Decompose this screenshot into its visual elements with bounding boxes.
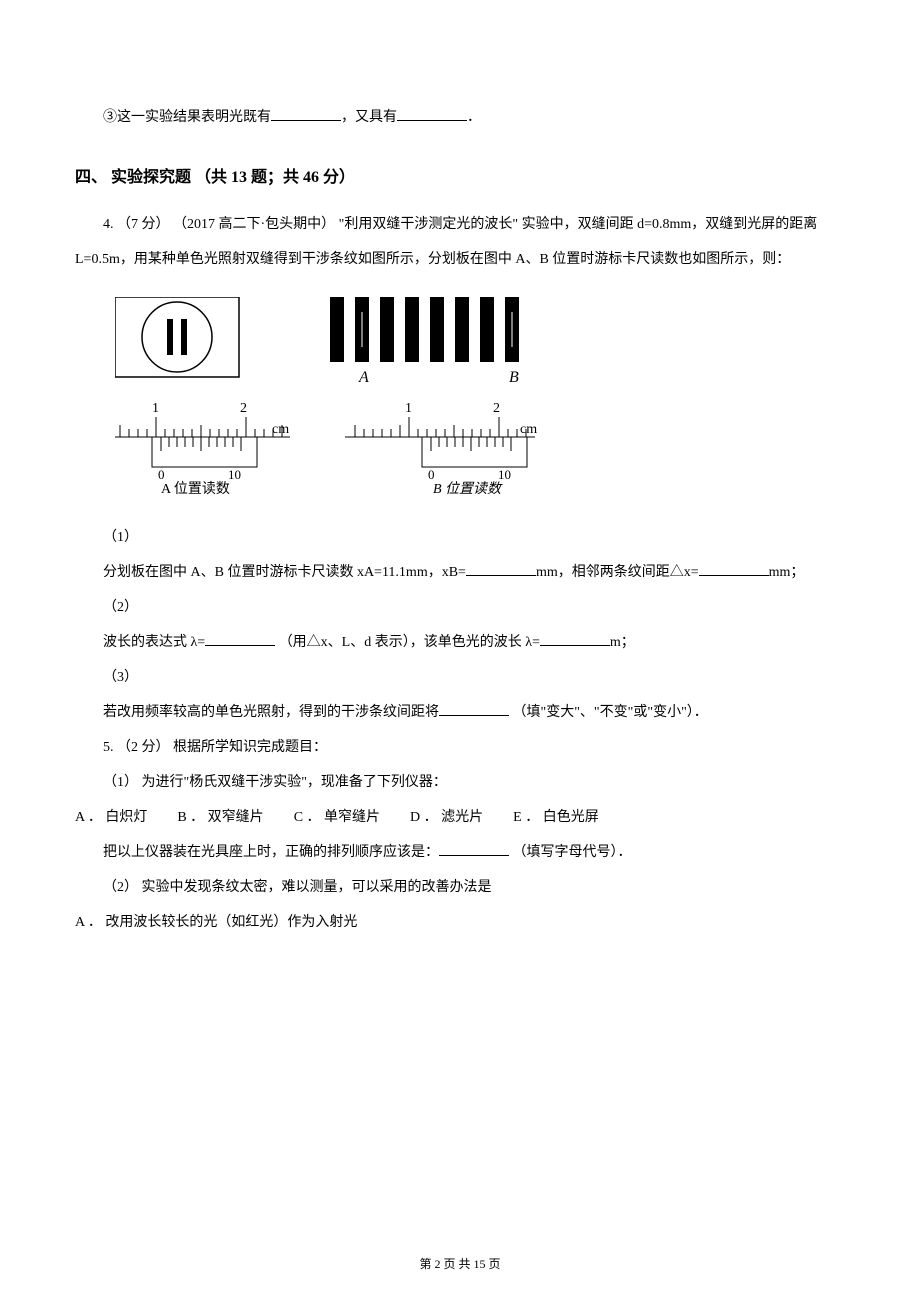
blank-field — [271, 104, 341, 121]
ruler-A-svg: 1 2 — [115, 397, 310, 495]
q5-sub2-label: （2） 实验中发现条纹太密，难以测量，可以采用的改善办法是 — [75, 870, 845, 905]
unit-cm: cm — [272, 422, 289, 437]
unit-cm: cm — [520, 422, 537, 437]
ruler-num-2: 2 — [493, 401, 500, 416]
q4-sub3-label: （3） — [75, 660, 845, 695]
blank-field — [540, 629, 610, 646]
vernier-0: 0 — [158, 467, 165, 482]
q5-options: A ． 白炽灯 B ． 双窄缝片 C ． 单窄缝片 D ． 滤光片 E ． 白色… — [75, 800, 845, 835]
text-mid: （用△x、L、d 表示），该单色光的波长 λ= — [275, 635, 540, 650]
text-prefix: 分划板在图中 A、B 位置时游标卡尺读数 xA=11.1mm，xB= — [103, 565, 466, 580]
text-prefix: ③这一实验结果表明光既有 — [103, 110, 271, 125]
text-suffix: m； — [610, 635, 635, 650]
question5-intro: 5. （2 分） 根据所学知识完成题目： — [75, 730, 845, 765]
text-mid: ，又具有 — [341, 110, 397, 125]
text-suffix: mm； — [769, 565, 805, 580]
option-C: C ． 单窄缝片 — [294, 800, 380, 835]
text-suffix: ． — [467, 110, 481, 125]
label-B: B — [509, 369, 519, 386]
q5-option-A: A ． 改用波长较长的光（如红光）作为入射光 — [75, 905, 845, 940]
option-E: E ． 白色光屏 — [513, 800, 599, 835]
vernier-10: 10 — [228, 467, 241, 482]
section-heading: 四、 实验探究题 （共 13 题；共 46 分） — [75, 163, 845, 187]
q5-sub1-body: 把以上仪器装在光具座上时，正确的排列顺序应该是： （填写字母代号）． — [75, 835, 845, 870]
option-A: A ． 白炽灯 — [75, 800, 147, 835]
figure-container: A B 1 2 — [115, 297, 845, 495]
blank-field — [439, 839, 509, 856]
caption-A: A 位置读数 — [161, 480, 230, 495]
ruler-num-1: 1 — [405, 401, 412, 416]
ruler-num-1: 1 — [152, 401, 159, 416]
blank-field — [699, 559, 769, 576]
text-prefix: 波长的表达式 λ= — [103, 635, 205, 650]
page-footer: 第 2 页 共 15 页 — [0, 1255, 920, 1272]
text-prefix: 若改用频率较高的单色光照射，得到的干涉条纹间距将 — [103, 705, 439, 720]
text-mid: mm，相邻两条纹间距△x= — [536, 565, 699, 580]
blank-field — [397, 104, 467, 121]
text-suffix: （填"变大"、"不变"或"变小"）． — [509, 705, 708, 720]
label-A: A — [358, 369, 369, 386]
interference-pattern-svg: A B — [115, 297, 535, 387]
blank-field — [466, 559, 536, 576]
blank-field — [205, 629, 275, 646]
q4-sub2-label: （2） — [75, 590, 845, 625]
ruler-num-2: 2 — [240, 401, 247, 416]
vernier-10: 10 — [498, 467, 511, 482]
caption-B: B 位置读数 — [433, 481, 503, 495]
option-B: B ． 双窄缝片 — [177, 800, 263, 835]
blank-field — [439, 699, 509, 716]
question4-intro: 4. （7 分） （2017 高二下·包头期中） "利用双缝干涉测定光的波长" … — [75, 207, 845, 277]
q4-sub3-body: 若改用频率较高的单色光照射，得到的干涉条纹间距将 （填"变大"、"不变"或"变小… — [75, 695, 845, 730]
vernier-0: 0 — [428, 467, 435, 482]
question3-subpart: ③这一实验结果表明光既有 ，又具有 ． — [75, 100, 845, 135]
q5-sub1-label: （1） 为进行"杨氏双缝干涉实验"，现准备了下列仪器： — [75, 765, 845, 800]
text-suffix: （填写字母代号）． — [509, 845, 632, 860]
q4-sub1-body: 分划板在图中 A、B 位置时游标卡尺读数 xA=11.1mm，xB= mm，相邻两… — [75, 555, 845, 590]
q4-sub1-label: （1） — [75, 520, 845, 555]
ruler-row: 1 2 — [115, 397, 845, 495]
text-prefix: 把以上仪器装在光具座上时，正确的排列顺序应该是： — [103, 845, 439, 860]
ruler-B-svg: 1 2 — [345, 397, 555, 495]
option-D: D ． 滤光片 — [410, 800, 483, 835]
q4-sub2-body: 波长的表达式 λ= （用△x、L、d 表示），该单色光的波长 λ= m； — [75, 625, 845, 660]
